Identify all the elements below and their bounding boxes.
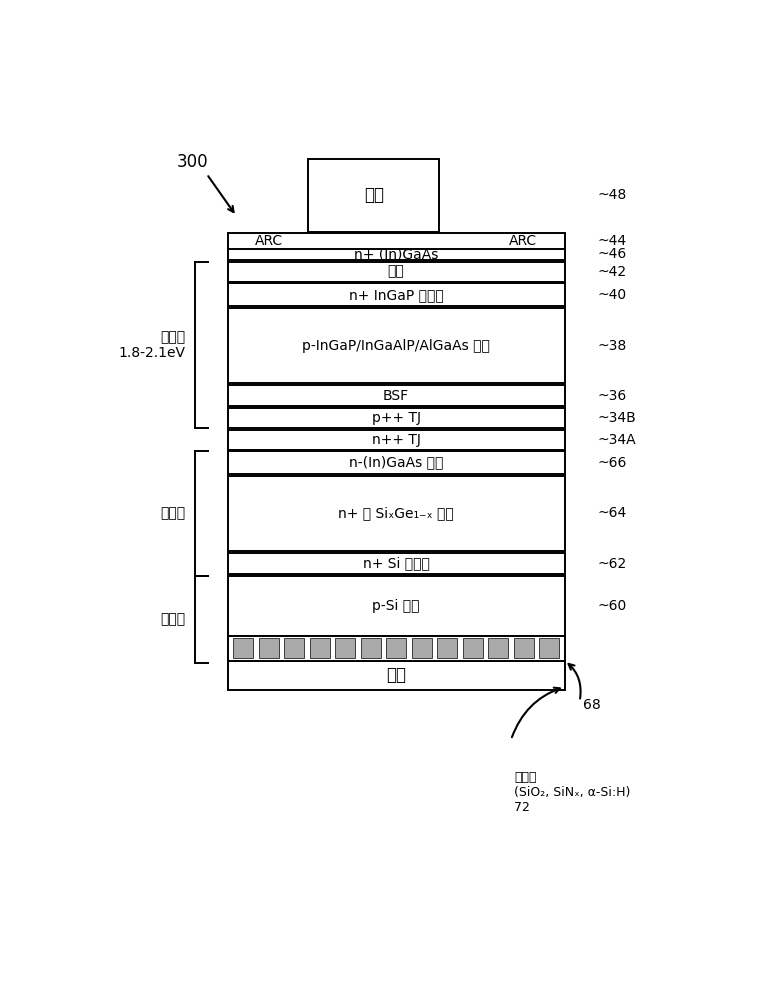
Text: ~46: ~46 — [598, 247, 627, 261]
Bar — [463, 638, 483, 658]
Bar — [488, 638, 508, 658]
Bar — [228, 576, 564, 636]
Text: 锤化层
(SiO₂, SiNₓ, α-Si:H)
72: 锤化层 (SiO₂, SiNₓ, α-Si:H) 72 — [514, 771, 631, 814]
Bar — [228, 476, 564, 551]
Text: 窗口: 窗口 — [388, 265, 404, 279]
Text: p++ TJ: p++ TJ — [372, 411, 420, 425]
Bar — [228, 385, 564, 406]
Bar — [308, 158, 440, 232]
Bar — [228, 661, 564, 690]
Text: 顶电池
1.8-2.1eV: 顶电池 1.8-2.1eV — [119, 330, 186, 360]
Bar — [228, 283, 564, 306]
Text: ARC: ARC — [509, 234, 537, 248]
Bar — [539, 638, 559, 658]
Text: ~60: ~60 — [598, 599, 627, 613]
Bar — [386, 638, 406, 658]
Bar — [514, 638, 534, 658]
Text: 接触: 接触 — [386, 666, 406, 684]
Text: n-(In)GaAs 缓冲: n-(In)GaAs 缓冲 — [349, 456, 444, 470]
Text: n+ 薄 SiₓGe₁₋ₓ 缓冲: n+ 薄 SiₓGe₁₋ₓ 缓冲 — [338, 506, 454, 520]
Bar — [228, 553, 564, 574]
Text: ~34A: ~34A — [598, 433, 636, 447]
Text: BSF: BSF — [383, 389, 409, 403]
Text: n+ Si 发射极: n+ Si 发射极 — [363, 557, 430, 571]
Text: ~64: ~64 — [598, 506, 627, 520]
Text: ~42: ~42 — [598, 265, 627, 279]
Text: ~66: ~66 — [598, 456, 627, 470]
Bar — [228, 408, 564, 428]
Bar — [437, 638, 457, 658]
Text: ~38: ~38 — [598, 339, 627, 353]
Text: ~48: ~48 — [598, 188, 627, 202]
Bar — [233, 638, 253, 658]
Bar — [360, 638, 380, 658]
Text: p-InGaP/InGaAlP/AlGaAs 基极: p-InGaP/InGaAlP/AlGaAs 基极 — [302, 339, 490, 353]
Bar — [228, 636, 564, 661]
Text: ~36: ~36 — [598, 389, 627, 403]
Bar — [310, 638, 330, 658]
Bar — [228, 308, 564, 383]
Bar — [284, 638, 304, 658]
Bar — [228, 262, 564, 282]
Text: ~44: ~44 — [598, 234, 627, 248]
Text: n+ InGaP 发射极: n+ InGaP 发射极 — [349, 288, 444, 302]
Bar — [412, 638, 432, 658]
Text: p-Si 基极: p-Si 基极 — [373, 599, 420, 613]
Text: 底电池: 底电池 — [161, 612, 186, 626]
Text: ~34B: ~34B — [598, 411, 636, 425]
Text: 接触: 接触 — [363, 186, 383, 204]
Text: ~40: ~40 — [598, 288, 627, 302]
Text: ARC: ARC — [255, 234, 283, 248]
Text: 68: 68 — [583, 698, 601, 712]
Text: n+ (In)GaAs: n+ (In)GaAs — [354, 247, 438, 261]
Text: ~62: ~62 — [598, 557, 627, 571]
Bar — [228, 451, 564, 474]
Bar — [228, 233, 564, 260]
Text: n++ TJ: n++ TJ — [372, 433, 420, 447]
Bar — [259, 638, 279, 658]
Bar — [335, 638, 355, 658]
Bar — [228, 430, 564, 450]
Text: 300: 300 — [177, 153, 209, 171]
Text: 缓冲层: 缓冲层 — [161, 506, 186, 520]
